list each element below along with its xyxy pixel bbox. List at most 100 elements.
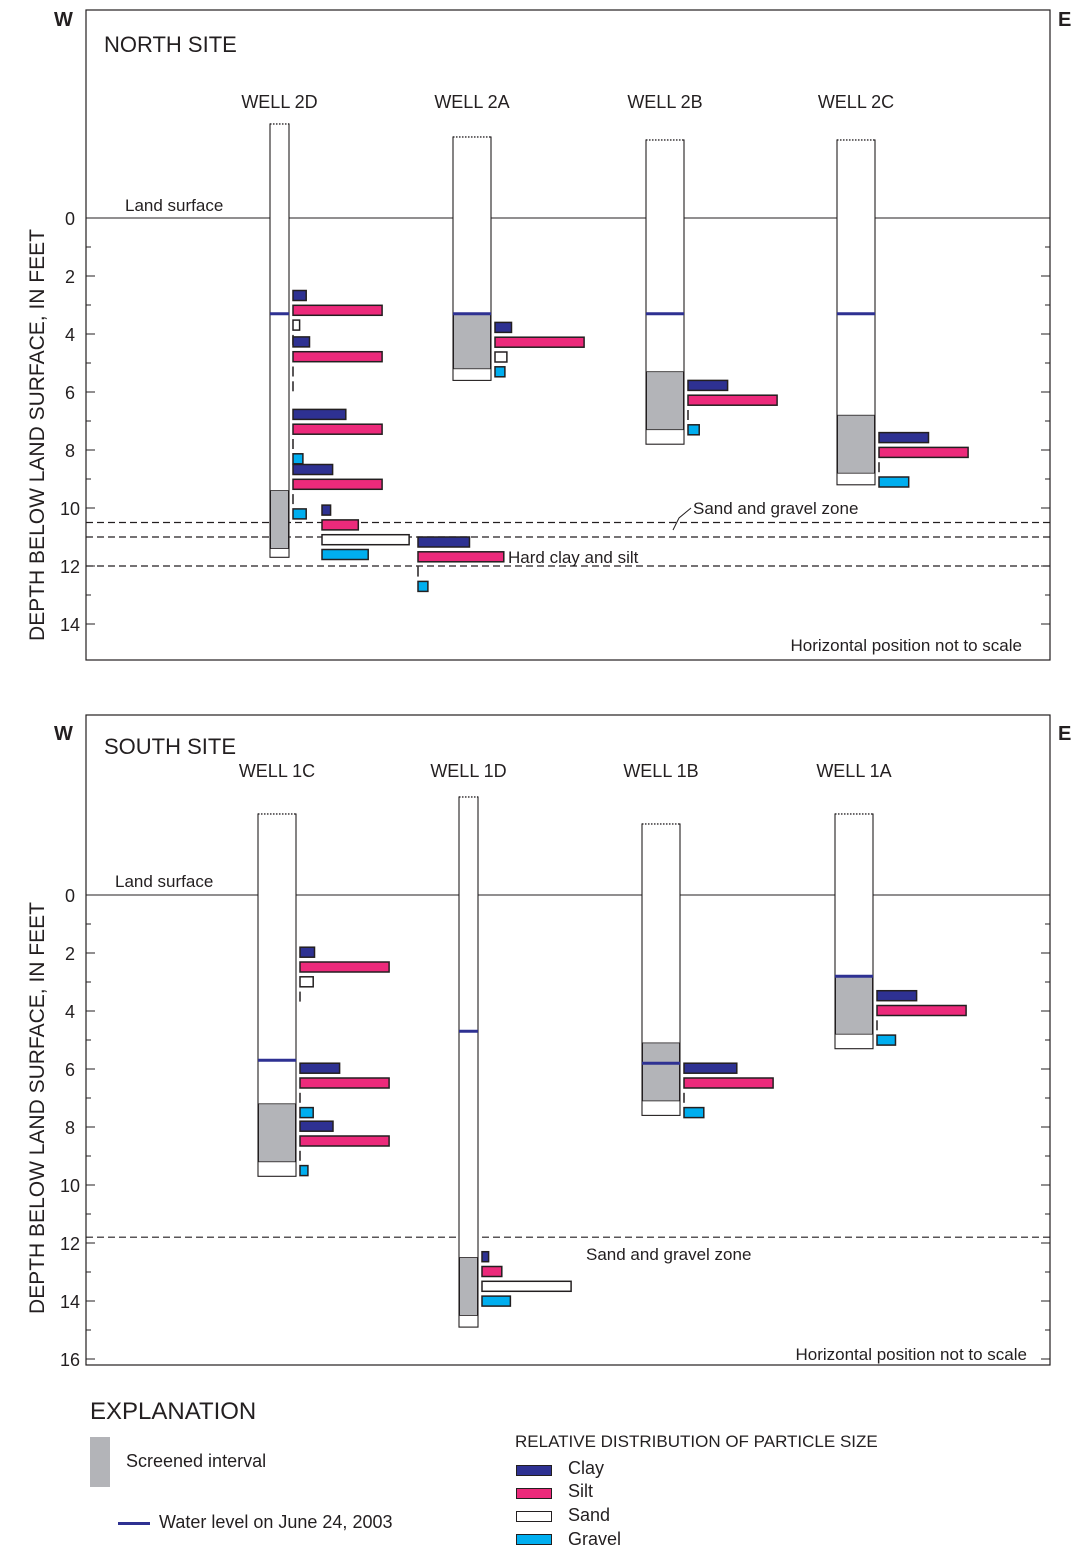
gravel-bar <box>292 508 307 520</box>
south-y-tick-label: 6 <box>65 1060 75 1080</box>
well-name-label: WELL 2C <box>818 92 894 112</box>
gravel-swatch <box>516 1534 552 1545</box>
clay-bar <box>417 536 471 548</box>
south-y-tick-label: 10 <box>60 1176 80 1196</box>
north-east-label: E <box>1058 9 1071 31</box>
well-screened-interval <box>835 975 873 1035</box>
well-screened-interval <box>642 1042 680 1102</box>
north-wells: WELL 2D WELL 2A WELL 2B WELL 2C <box>241 92 969 558</box>
gravel-bar <box>494 366 506 378</box>
clay-bar <box>494 321 513 334</box>
y-axis-labels: DEPTH BELOW LAND SURFACE, IN FEET DEPTH … <box>26 229 49 1314</box>
south-well-well-1a: WELL 1A <box>816 761 967 1050</box>
north-west-label: W <box>54 9 73 31</box>
gravel-bar <box>299 1164 309 1177</box>
south-scale-note: Horizontal position not to scale <box>795 1345 1027 1364</box>
south-west-label: W <box>54 723 73 745</box>
screened-interval-swatch <box>90 1437 110 1487</box>
south-y-tick-label: 16 <box>60 1350 80 1370</box>
well-screened-interval <box>646 371 684 431</box>
gravel-label: Gravel <box>568 1529 622 1549</box>
sand-bar <box>321 533 410 546</box>
gravel-bar <box>321 548 369 561</box>
north-well-well-2a: WELL 2A <box>434 92 585 381</box>
well-name-label: WELL 2D <box>241 92 317 112</box>
screened-interval-label: Screened interval <box>126 1451 267 1471</box>
silt-bar <box>876 1004 967 1017</box>
silt-bar <box>292 304 383 317</box>
south-y-ticks: 0 2 4 6 8 10 12 14 16 <box>60 886 1050 1370</box>
north-well-well-2d: WELL 2D <box>241 92 383 558</box>
silt-swatch <box>516 1488 552 1499</box>
well-screened-interval <box>258 1103 296 1163</box>
north-site-title: NORTH SITE <box>104 32 237 57</box>
south-land-surface-label: Land surface <box>115 872 213 891</box>
silt-bar <box>299 961 390 973</box>
well-name-label: WELL 1A <box>816 761 891 781</box>
north-y-ticks: 0 2 4 6 8 10 12 14 <box>60 209 1050 635</box>
south-zone-lines <box>86 894 1050 1238</box>
north-land-surface-label: Land surface <box>125 196 223 215</box>
north-zone-lines <box>86 217 1050 567</box>
north-zone-leader-line <box>672 507 692 531</box>
clay-bar <box>321 504 332 516</box>
clay-bar <box>292 463 334 476</box>
gravel-bar <box>481 1295 512 1307</box>
well-screened-interval <box>459 1257 478 1316</box>
clay-bar <box>292 408 347 421</box>
south-well-well-1b: WELL 1B <box>623 761 774 1119</box>
silt-bar <box>481 1265 503 1278</box>
sand-bar <box>494 351 508 363</box>
gravel-bar <box>417 580 429 593</box>
gravel-bar <box>292 453 304 465</box>
north-zone-label-hard-clay: Hard clay and silt <box>508 548 639 567</box>
sand-label: Sand <box>568 1505 611 1525</box>
north-y-tick-label: 6 <box>65 383 75 403</box>
gravel-bar <box>683 1106 705 1119</box>
south-well-well-1d: WELL 1D <box>430 761 572 1328</box>
south-site-panel: W E SOUTH SITE Land surface Horizontal p… <box>54 714 1071 1370</box>
silt-bar <box>494 336 585 348</box>
clay-bar <box>299 1062 341 1074</box>
silt-bar <box>299 1077 390 1089</box>
water-level-swatch <box>118 1522 150 1525</box>
north-y-tick-label: 8 <box>65 441 75 461</box>
clay-bar <box>292 336 311 348</box>
north-zone-label-sand-gravel: Sand and gravel zone <box>693 499 858 518</box>
south-zone-label-sand-gravel: Sand and gravel zone <box>586 1245 751 1264</box>
north-well-well-2c: WELL 2C <box>818 92 969 488</box>
silt-bar <box>299 1135 390 1147</box>
silt-bar <box>292 350 383 363</box>
south-well-well-1c: WELL 1C <box>239 761 390 1177</box>
north-y-tick-label: 12 <box>60 557 80 577</box>
well-name-label: WELL 1C <box>239 761 315 781</box>
south-y-tick-label: 8 <box>65 1118 75 1138</box>
north-zone-samples <box>321 504 505 593</box>
well-casing <box>458 796 479 1328</box>
north-y-axis-label: DEPTH BELOW LAND SURFACE, IN FEET <box>26 229 49 641</box>
well-name-label: WELL 2A <box>434 92 509 112</box>
well-name-label: WELL 1D <box>430 761 506 781</box>
silt-bar <box>292 423 383 435</box>
south-y-axis-label: DEPTH BELOW LAND SURFACE, IN FEET <box>26 902 49 1314</box>
south-y-tick-label: 0 <box>65 886 75 906</box>
well-screened-interval <box>837 414 875 474</box>
silt-bar <box>687 394 778 406</box>
north-site-panel: W E NORTH SITE Land surface Horizontal p… <box>54 9 1071 661</box>
sand-swatch <box>516 1511 552 1522</box>
well-screened-interval <box>453 313 491 370</box>
clay-bar <box>876 989 918 1002</box>
gravel-bar <box>876 1034 897 1046</box>
gravel-bar <box>687 424 700 436</box>
north-scale-note: Horizontal position not to scale <box>790 636 1022 655</box>
well-screened-interval <box>270 490 289 550</box>
south-y-tick-label: 14 <box>60 1292 80 1312</box>
well-name-label: WELL 1B <box>623 761 698 781</box>
gravel-bar <box>299 1106 314 1119</box>
clay-bar <box>481 1250 490 1263</box>
south-y-tick-label: 2 <box>65 944 75 964</box>
south-wells: WELL 1C WELL 1D WELL 1B WELL 1A <box>239 761 967 1328</box>
legend-title: EXPLANATION <box>90 1398 257 1425</box>
sand-bar <box>299 976 314 988</box>
south-y-tick-label: 12 <box>60 1234 80 1254</box>
